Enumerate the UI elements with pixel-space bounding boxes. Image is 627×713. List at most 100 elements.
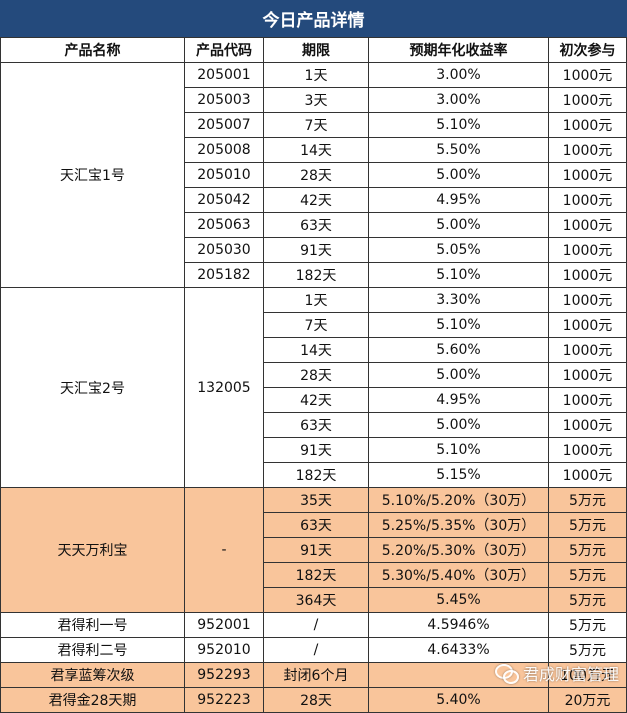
table-row: 君享蓝筹次级 952293 封闭6个月 100万元	[0, 662, 627, 688]
min-investment-cell: 1000元	[548, 312, 627, 338]
term-cell: 182天	[263, 262, 369, 288]
yield-cell: 4.5946%	[368, 612, 549, 638]
term-cell: 182天	[263, 462, 369, 488]
header-term: 期限	[263, 37, 369, 63]
header-product-name: 产品名称	[0, 37, 185, 63]
min-investment-cell: 1000元	[548, 212, 627, 238]
table-row: 28天 5.00% 1000元	[1, 362, 627, 388]
min-investment-cell: 1000元	[548, 462, 627, 488]
min-investment-cell: 1000元	[548, 112, 627, 138]
table-row: 君得利一号 952001/4.5946% 5万元	[0, 612, 627, 638]
min-investment-cell: 1000元	[548, 362, 627, 388]
table-row: 205003 3天 3.00% 1000元	[1, 87, 627, 113]
term-cell: /	[263, 612, 369, 638]
yield-cell: 4.95%	[368, 187, 549, 213]
header-expected-yield: 预期年化收益率	[368, 37, 549, 63]
yield-cell: 5.10%	[368, 262, 549, 288]
product-name-cell: 君得金28天期	[0, 687, 185, 713]
term-cell: 364天	[263, 587, 369, 613]
header-product-code: 产品代码	[184, 37, 264, 63]
table-row: 君得利二号 952010/4.6433% 5万元	[0, 637, 627, 663]
product-code-cell: 132005	[184, 287, 264, 488]
product-code-cell: 205182	[184, 262, 264, 288]
header-min-investment: 初次参与	[548, 37, 627, 63]
yield-cell: 3.00%	[368, 62, 549, 88]
table-row: 天天万利宝 -35天 5.10%/5.20%（30万） 5万元	[0, 487, 627, 613]
term-cell: 7天	[263, 312, 369, 338]
term-cell: 14天	[263, 137, 369, 163]
product-code-cell: 205010	[184, 162, 264, 188]
product-code-cell: 205042	[184, 187, 264, 213]
yield-cell: 5.00%	[368, 362, 549, 388]
product-code-cell: 952293	[184, 662, 264, 688]
term-cell: 7天	[263, 112, 369, 138]
min-investment-cell: 5万元	[548, 487, 627, 513]
term-cell: 3天	[263, 87, 369, 113]
product-name-cell: 天汇宝2号	[0, 287, 185, 488]
table-row: 君得金28天期 952223 28天 5.40% 20万元	[0, 687, 627, 713]
min-investment-cell: 1000元	[548, 187, 627, 213]
table-row: 205010 28天 5.00% 1000元	[1, 162, 627, 188]
product-code-cell: 952010	[184, 637, 264, 663]
term-cell: 63天	[263, 512, 369, 538]
term-cell: 63天	[263, 412, 369, 438]
table-row: 205042 42天 4.95% 1000元	[1, 187, 627, 213]
min-investment-cell: 1000元	[548, 87, 627, 113]
yield-cell: 5.05%	[368, 237, 549, 263]
term-cell: 91天	[263, 537, 369, 563]
table-row: 205182 182天 5.10% 1000元	[1, 262, 627, 288]
product-name-cell: 君得利一号	[0, 612, 185, 638]
table-row: 205063 63天 5.00% 1000元	[1, 212, 627, 238]
table-row: 91天 5.20%/5.30%（30万） 5万元	[1, 537, 627, 563]
yield-cell: 5.10%	[368, 437, 549, 463]
min-investment-cell: 100万元	[548, 662, 627, 688]
term-cell: 35天	[263, 487, 369, 513]
table-row: 63天 5.00% 1000元	[1, 412, 627, 438]
min-investment-cell: 1000元	[548, 237, 627, 263]
min-investment-cell: 5万元	[548, 537, 627, 563]
yield-cell: 3.00%	[368, 87, 549, 113]
min-investment-cell: 1000元	[548, 162, 627, 188]
term-cell: /	[263, 637, 369, 663]
table-row: 205030 91天 5.05% 1000元	[1, 237, 627, 263]
table-row: 天汇宝1号 205001 1天 3.00% 1000元	[0, 62, 627, 288]
yield-cell: 3.30%	[368, 287, 549, 313]
yield-cell: 5.50%	[368, 137, 549, 163]
term-cell: 1天	[263, 62, 369, 88]
yield-cell: 5.40%	[368, 687, 549, 713]
table-row: 205007 7天 5.10% 1000元	[1, 112, 627, 138]
yield-cell: 5.20%/5.30%（30万）	[368, 537, 549, 563]
yield-cell: 5.15%	[368, 462, 549, 488]
yield-cell: 5.30%/5.40%（30万）	[368, 562, 549, 588]
yield-cell: 5.00%	[368, 412, 549, 438]
min-investment-cell: 5万元	[548, 637, 627, 663]
product-name-cell: 天汇宝1号	[0, 62, 185, 288]
product-code-cell: 952223	[184, 687, 264, 713]
term-cell: 182天	[263, 562, 369, 588]
min-investment-cell: 1000元	[548, 437, 627, 463]
min-investment-cell: 5万元	[548, 587, 627, 613]
product-code-cell: 205003	[184, 87, 264, 113]
product-code-cell: 205001	[184, 62, 264, 88]
table-row: 205008 14天 5.50% 1000元	[1, 137, 627, 163]
table-title: 今日产品详情	[0, 0, 627, 37]
min-investment-cell: 5万元	[548, 562, 627, 588]
min-investment-cell: 1000元	[548, 262, 627, 288]
yield-cell: 5.25%/5.35%（30万）	[368, 512, 549, 538]
yield-cell: 5.00%	[368, 162, 549, 188]
product-name-cell: 君得利二号	[0, 637, 185, 663]
min-investment-cell: 1000元	[548, 412, 627, 438]
min-investment-cell: 1000元	[548, 287, 627, 313]
term-cell: 28天	[263, 687, 369, 713]
yield-cell: 5.45%	[368, 587, 549, 613]
min-investment-cell: 1000元	[548, 387, 627, 413]
term-cell: 28天	[263, 362, 369, 388]
yield-cell	[368, 662, 549, 688]
term-cell: 封闭6个月	[263, 662, 369, 688]
yield-cell: 4.6433%	[368, 637, 549, 663]
term-cell: 91天	[263, 237, 369, 263]
min-investment-cell: 20万元	[548, 687, 627, 713]
min-investment-cell: 1000元	[548, 62, 627, 88]
table-row: 182天 5.15% 1000元	[1, 462, 627, 488]
table-row: 天汇宝2号 132005 1天 3.30% 1000元	[0, 287, 627, 488]
